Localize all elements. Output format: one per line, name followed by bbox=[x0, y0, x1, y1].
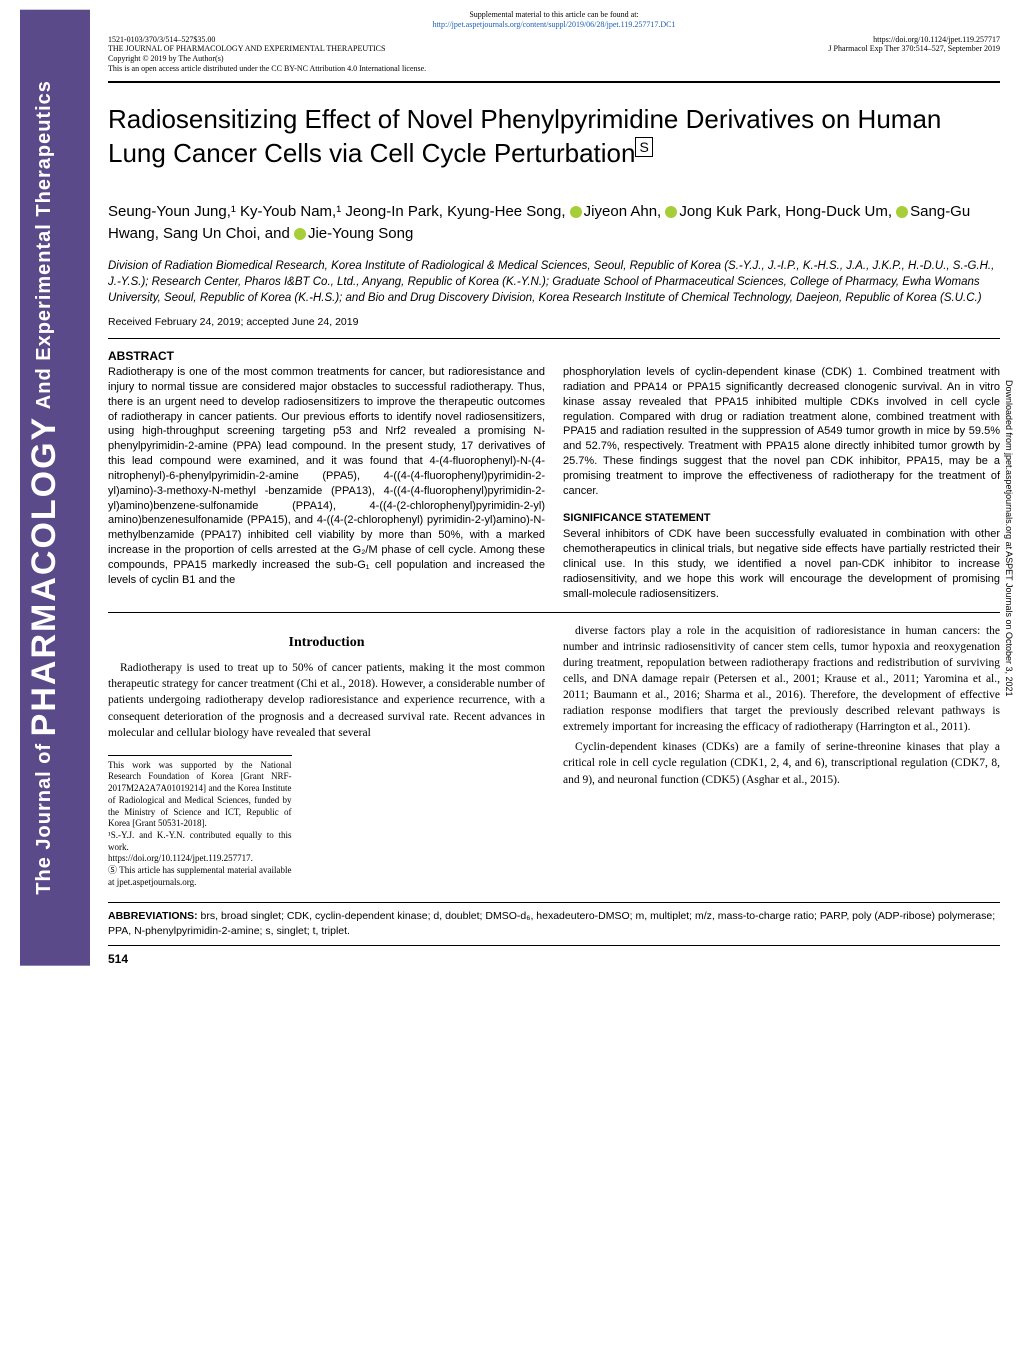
rule-below-abstract bbox=[108, 612, 1000, 613]
license: This is an open access article distribut… bbox=[108, 64, 426, 74]
intro-paragraph-right-2: Cyclin-dependent kinases (CDKs) are a fa… bbox=[563, 739, 1000, 787]
rule-above-abstract bbox=[108, 338, 1000, 339]
body-left-col: Introduction Radiotherapy is used to tre… bbox=[108, 623, 545, 889]
footnote-doi: https://doi.org/10.1124/jpet.119.257717. bbox=[108, 853, 292, 865]
copyright: Copyright © 2019 by The Author(s) bbox=[108, 54, 426, 64]
journal-sidebar: The Journal of PHARMACOLOGY And Experime… bbox=[20, 10, 90, 966]
citation: J Pharmacol Exp Ther 370:514–527, Septem… bbox=[828, 44, 1000, 54]
abstract-columns: Radiotherapy is one of the most common t… bbox=[108, 365, 1000, 602]
main-content: Supplemental material to this article ca… bbox=[108, 10, 1000, 966]
body-columns: Introduction Radiotherapy is used to tre… bbox=[108, 623, 1000, 889]
significance-text: Several inhibitors of CDK have been succ… bbox=[563, 528, 1000, 599]
footnote-supplement: Ⓢ This article has supplemental material… bbox=[108, 865, 292, 888]
doi: https://doi.org/10.1124/jpet.119.257717 bbox=[828, 35, 1000, 45]
author-list: Seung-Youn Jung,¹ Ky-Youb Nam,¹ Jeong-In… bbox=[108, 201, 1000, 246]
rule-top bbox=[108, 81, 1000, 83]
abbrev-label: ABBREVIATIONS: bbox=[108, 910, 198, 922]
title-text: Radiosensitizing Effect of Novel Phenylp… bbox=[108, 104, 941, 168]
supp-link[interactable]: http://jpet.aspetjournals.org/content/su… bbox=[433, 20, 676, 29]
abstract-heading: ABSTRACT bbox=[108, 349, 1000, 363]
affiliations: Division of Radiation Biomedical Researc… bbox=[108, 258, 1000, 306]
article-title: Radiosensitizing Effect of Novel Phenylp… bbox=[108, 103, 1000, 171]
body-right-col: diverse factors play a role in the acqui… bbox=[563, 623, 1000, 889]
intro-paragraph-left: Radiotherapy is used to treat up to 50% … bbox=[108, 660, 545, 740]
issn-price: 1521-0103/370/3/514–527$35.00 bbox=[108, 35, 426, 45]
footnote-equal-contrib: ¹S.-Y.J. and K.-Y.N. contributed equally… bbox=[108, 830, 292, 853]
footnotes: This work was supported by the National … bbox=[108, 755, 292, 889]
footnote-funding: This work was supported by the National … bbox=[108, 760, 292, 830]
page-number: 514 bbox=[108, 952, 1000, 966]
supplemental-header: Supplemental material to this article ca… bbox=[108, 10, 1000, 31]
journal-name: THE JOURNAL OF PHARMACOLOGY AND EXPERIME… bbox=[108, 44, 426, 54]
abstract-right: phosphorylation levels of cyclin-depende… bbox=[563, 365, 1000, 602]
sidebar-line1: The Journal of bbox=[33, 743, 55, 895]
supplement-icon: S bbox=[635, 137, 652, 157]
sidebar-pharm: PHARMACOLOGY bbox=[25, 416, 63, 737]
abbreviations-box: ABBREVIATIONS: brs, broad singlet; CDK, … bbox=[108, 902, 1000, 945]
sidebar-line2: And Experimental Therapeutics bbox=[33, 81, 55, 410]
meta-row-1: 1521-0103/370/3/514–527$35.00 THE JOURNA… bbox=[108, 35, 1000, 73]
download-margin-note: Downloaded from jpet.aspetjournals.org a… bbox=[1004, 380, 1014, 697]
received-dates: Received February 24, 2019; accepted Jun… bbox=[108, 316, 1000, 328]
page-container: The Journal of PHARMACOLOGY And Experime… bbox=[0, 0, 1020, 986]
intro-paragraph-right-1: diverse factors play a role in the acqui… bbox=[563, 623, 1000, 736]
abstract-left: Radiotherapy is one of the most common t… bbox=[108, 365, 545, 602]
supp-text: Supplemental material to this article ca… bbox=[469, 10, 638, 19]
significance-heading: SIGNIFICANCE STATEMENT bbox=[563, 511, 1000, 526]
abbrev-text: brs, broad singlet; CDK, cyclin-dependen… bbox=[108, 910, 995, 937]
introduction-heading: Introduction bbox=[108, 633, 545, 653]
abstract-right-text: phosphorylation levels of cyclin-depende… bbox=[563, 366, 1000, 497]
